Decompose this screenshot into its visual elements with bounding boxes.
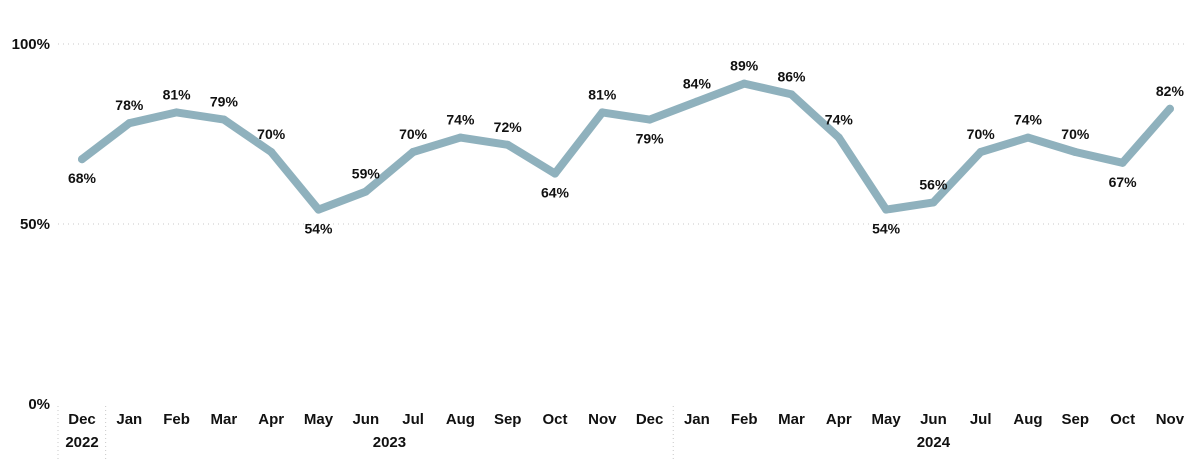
x-tick-label: May xyxy=(304,411,334,428)
data-point xyxy=(503,140,512,149)
data-point xyxy=(409,148,418,156)
x-tick-label: Jul xyxy=(970,411,992,428)
data-point xyxy=(787,90,796,99)
data-point xyxy=(1165,104,1174,113)
x-tick-label: Aug xyxy=(1013,411,1042,428)
x-tick-label: Nov xyxy=(588,411,617,428)
data-label: 78% xyxy=(115,97,144,113)
x-tick-label: Apr xyxy=(258,411,284,428)
data-label: 56% xyxy=(919,176,948,192)
x-tick-label: Feb xyxy=(163,411,190,428)
data-point xyxy=(456,133,465,142)
data-label: 82% xyxy=(1156,83,1185,99)
series-line-layer xyxy=(78,79,1174,214)
data-point xyxy=(882,205,891,214)
data-label: 64% xyxy=(541,185,570,201)
data-label: 79% xyxy=(210,94,239,110)
data-point xyxy=(78,155,86,164)
year-label: 2022 xyxy=(65,434,98,451)
y-tick-label: 0% xyxy=(28,396,50,413)
data-point xyxy=(125,119,134,128)
x-tick-label: Oct xyxy=(542,411,567,428)
data-point xyxy=(172,108,181,117)
data-point xyxy=(267,148,276,156)
data-label: 70% xyxy=(257,126,286,142)
data-point xyxy=(976,148,985,156)
x-tick-label: Dec xyxy=(68,411,96,428)
x-tick-label: Aug xyxy=(446,411,475,428)
data-label: 59% xyxy=(352,166,381,182)
data-label: 74% xyxy=(446,112,475,128)
data-point xyxy=(219,115,228,124)
x-tick-label: Apr xyxy=(826,411,852,428)
data-point xyxy=(1024,133,1032,142)
x-tick-label: Jan xyxy=(684,411,710,428)
series-line xyxy=(78,79,1174,214)
x-tick-label: Nov xyxy=(1156,411,1185,428)
x-tick-label: Jan xyxy=(116,411,142,428)
x-tick-label: Sep xyxy=(494,411,522,428)
x-axis-year-groups: 2022 2023 2024 xyxy=(65,434,950,451)
data-point xyxy=(551,169,559,178)
y-tick-label: 50% xyxy=(20,216,50,233)
x-axis-ticks: Dec Jan Feb Mar Apr May Jun Jul Aug Sep Oct Nov Dec J… xyxy=(68,411,1184,428)
data-label: 70% xyxy=(1061,126,1090,142)
x-tick-label: Dec xyxy=(636,411,664,428)
data-label: 81% xyxy=(588,86,617,102)
data-point xyxy=(361,187,370,196)
x-tick-label: Sep xyxy=(1062,411,1090,428)
data-labels: 68% 78% 81% 79% 70% 54% 59% 70% 74% 72% 64% 81% 79% 8… xyxy=(68,58,1184,237)
data-point xyxy=(1118,158,1127,167)
x-tick-label: Oct xyxy=(1110,411,1135,428)
data-point xyxy=(598,108,607,117)
data-label: 54% xyxy=(872,221,901,237)
x-tick-label: Jul xyxy=(402,411,424,428)
data-label: 74% xyxy=(825,112,854,128)
data-point xyxy=(645,115,654,124)
data-label: 72% xyxy=(494,119,523,135)
y-tick-label: 100% xyxy=(12,36,50,53)
x-tick-label: Jun xyxy=(920,411,947,428)
data-label: 74% xyxy=(1014,112,1043,128)
data-label: 54% xyxy=(304,221,333,237)
data-point xyxy=(1071,148,1080,156)
x-tick-label: Mar xyxy=(211,411,238,428)
y-axis-ticks: 0% 50% 100% xyxy=(12,36,50,413)
data-label: 89% xyxy=(730,58,759,74)
x-tick-label: Feb xyxy=(731,411,758,428)
data-point xyxy=(929,198,938,207)
data-label: 81% xyxy=(163,86,192,102)
data-point xyxy=(834,133,843,142)
year-label: 2024 xyxy=(917,434,951,451)
data-label: 86% xyxy=(777,68,806,84)
data-point xyxy=(692,97,701,106)
data-point xyxy=(740,79,749,88)
x-tick-label: May xyxy=(872,411,902,428)
x-tick-label: Mar xyxy=(778,411,805,428)
data-label: 70% xyxy=(967,126,996,142)
data-label: 70% xyxy=(399,126,428,142)
data-label: 67% xyxy=(1109,174,1138,190)
data-label: 79% xyxy=(636,131,665,147)
year-label: 2023 xyxy=(373,434,406,451)
x-tick-label: Jun xyxy=(352,411,379,428)
gridlines xyxy=(57,43,1185,460)
data-point xyxy=(314,205,323,214)
data-label: 68% xyxy=(68,170,97,186)
data-label: 84% xyxy=(683,76,712,92)
